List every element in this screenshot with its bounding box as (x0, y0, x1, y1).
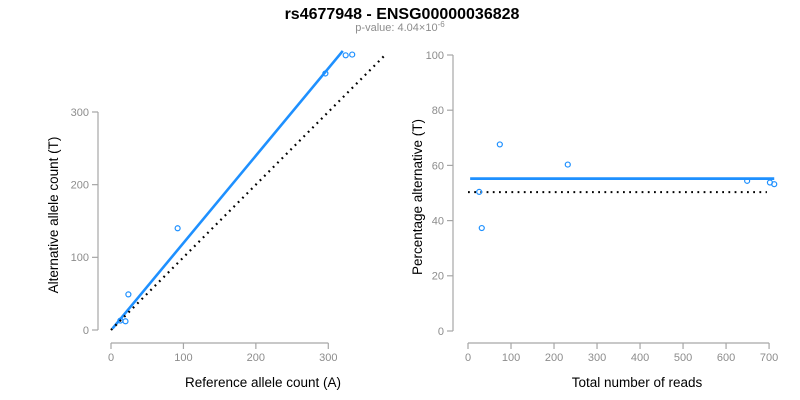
data-point (125, 291, 132, 298)
x-tick-label: 300 (588, 352, 606, 364)
x-tick-label: 500 (674, 352, 692, 364)
y-tick-label: 20 (432, 271, 444, 283)
y-tick-label: 0 (83, 325, 89, 337)
x-tick-label: 700 (760, 352, 778, 364)
data-point (496, 141, 503, 148)
data-point (174, 225, 181, 232)
y-tick-label: 200 (71, 180, 89, 192)
x-tick-label: 100 (174, 352, 192, 364)
y-tick-label: 0 (438, 326, 444, 338)
x-tick-label: 200 (247, 352, 265, 364)
x-tick-label: 0 (465, 352, 471, 364)
x-tick-label: 300 (319, 352, 337, 364)
x-tick-label: 600 (717, 352, 735, 364)
data-point (564, 161, 571, 168)
data-point (744, 177, 751, 184)
data-point (476, 188, 483, 195)
right-scatter-plot: 0 20 40 60 80 100 0 100 200 300 400 500 600 700 (426, 50, 779, 364)
left-scatter-plot: 0 100 200 300 0 100 200 300 (71, 50, 387, 364)
figure-title: rs4677948 - ENSG00000036828 (285, 6, 520, 23)
y-tick-label: 60 (432, 160, 444, 172)
x-tick-label: 400 (631, 352, 649, 364)
data-point (122, 318, 129, 325)
data-point (349, 51, 356, 58)
right-x-axis-title: Total number of reads (572, 375, 703, 390)
y-tick-label: 40 (432, 215, 444, 227)
left-x-axis-title: Reference allele count (A) (185, 375, 341, 390)
y-tick-label: 80 (432, 105, 444, 117)
x-tick-label: 0 (108, 352, 114, 364)
left-y-axis-title: Alternative allele count (T) (46, 137, 61, 294)
data-point (771, 181, 778, 188)
identity-y-equals-x-line (110, 53, 387, 331)
pvalue-base: p-value: 4.04×10 (355, 22, 437, 34)
y-tick-label: 300 (71, 107, 89, 119)
x-tick-label: 200 (545, 352, 563, 364)
figure-subtitle: p-value: 4.04×10-6 (355, 20, 445, 34)
pvalue-exponent: -6 (438, 20, 446, 29)
y-tick-label: 100 (71, 252, 89, 264)
right-y-axis-title: Percentage alternative (T) (410, 119, 425, 275)
regression-fit-line (111, 50, 344, 330)
data-point (342, 52, 349, 59)
y-tick-label: 100 (426, 50, 444, 62)
data-point (478, 224, 485, 232)
data-point (322, 70, 329, 77)
x-tick-label: 100 (502, 352, 520, 364)
